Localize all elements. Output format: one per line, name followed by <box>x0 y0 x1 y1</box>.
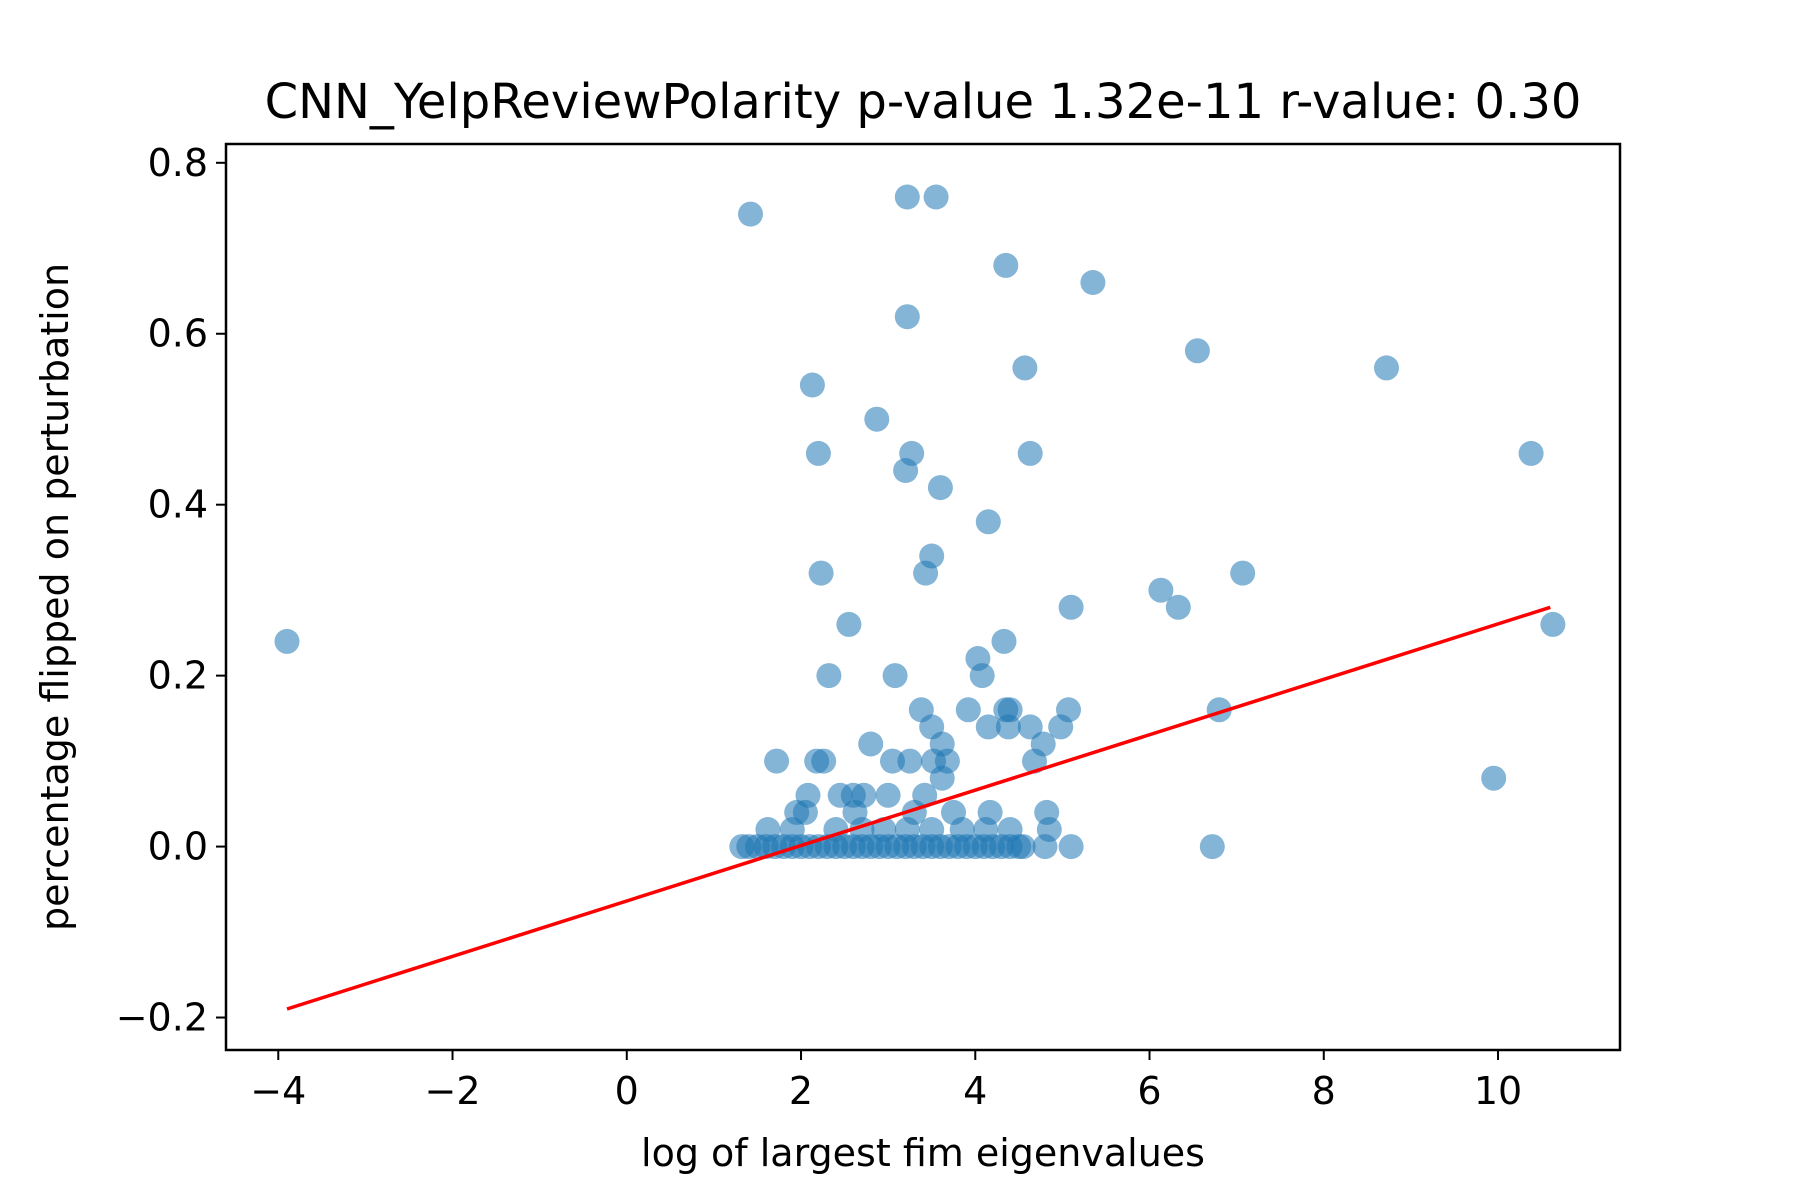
scatter-point <box>1010 834 1036 860</box>
scatter-point <box>738 201 763 227</box>
scatter-point <box>811 748 837 774</box>
scatter-point <box>1374 355 1399 381</box>
scatter-point <box>1058 594 1084 620</box>
scatter-point <box>894 304 920 330</box>
chart-title: CNN_YelpReviewPolarity p-value 1.32e-11 … <box>265 74 1582 130</box>
scatter-point <box>1022 748 1047 774</box>
y-tick-label: 0.4 <box>148 483 208 527</box>
plot-frame <box>224 142 1622 1052</box>
scatter-point <box>1080 270 1106 295</box>
scatter-point <box>875 782 901 808</box>
scatter-point <box>913 560 939 586</box>
scatter-point <box>882 663 908 689</box>
y-tick-label: 0.0 <box>148 825 208 869</box>
scatter-point <box>1032 834 1058 860</box>
scatter-point <box>880 748 905 774</box>
x-tick-label: −2 <box>425 1069 481 1113</box>
scatter-point <box>1017 714 1043 740</box>
x-tick-label: 8 <box>1312 1069 1336 1113</box>
y-tick-label: 0.6 <box>148 312 208 356</box>
x-tick-label: 2 <box>789 1069 813 1113</box>
scatter-point <box>897 748 923 774</box>
scatter-point <box>1165 594 1191 620</box>
scatter-point <box>1540 611 1566 637</box>
y-tick-label: 0.2 <box>148 654 208 698</box>
scatter-point <box>808 560 834 586</box>
scatter-point <box>1184 338 1210 364</box>
x-tick-label: 6 <box>1137 1069 1161 1113</box>
scatter-point <box>894 184 920 210</box>
x-tick-label: −4 <box>250 1069 306 1113</box>
scatter-point <box>955 697 981 723</box>
scatter-point <box>799 372 825 398</box>
scatter-point <box>1012 355 1038 381</box>
scatter-point <box>1481 765 1507 791</box>
scatter-point <box>816 663 842 689</box>
x-axis-label: log of largest fim eigenvalues <box>641 1131 1205 1175</box>
scatter-point <box>975 509 1001 535</box>
scatter-point <box>858 731 884 757</box>
regression-line <box>286 605 1551 1011</box>
fit-line-layer <box>286 605 1551 1011</box>
x-tick-label: 0 <box>615 1069 639 1113</box>
scatter-point <box>969 663 995 689</box>
scatter-point <box>764 748 790 774</box>
y-axis-label: percentage flipped on perturbation <box>33 263 77 931</box>
scatter-point <box>274 628 300 654</box>
scatter-point <box>927 475 953 501</box>
x-tick-label: 4 <box>963 1069 987 1113</box>
scatter-point <box>995 714 1021 740</box>
scatter-point <box>975 714 1001 740</box>
points-layer <box>274 184 1566 860</box>
scatter-point <box>1017 440 1043 466</box>
scatter-point <box>792 799 818 825</box>
scatter-point <box>864 406 890 432</box>
scatter-point <box>893 458 919 483</box>
y-tick-label: −0.2 <box>116 996 208 1040</box>
scatter-point <box>1048 714 1074 740</box>
scatter-point <box>1518 440 1544 466</box>
scatter-point <box>1148 577 1174 603</box>
scatter-point <box>993 252 1019 278</box>
x-axis-ticks: −4 −2 0 2 4 6 8 10 <box>250 1050 1522 1113</box>
x-tick-label: 10 <box>1474 1069 1522 1113</box>
scatter-point <box>991 628 1017 654</box>
scatter-point <box>1230 560 1256 586</box>
scatter-point <box>805 440 831 466</box>
y-tick-label: 0.8 <box>148 141 208 185</box>
scatter-point <box>1058 834 1084 860</box>
scatter-point <box>836 611 862 637</box>
y-axis-ticks: −0.2 0.0 0.2 0.4 0.6 0.8 <box>116 141 226 1040</box>
scatter-point <box>1199 834 1225 860</box>
scatter-point <box>923 184 949 210</box>
scatter-point <box>929 765 955 791</box>
